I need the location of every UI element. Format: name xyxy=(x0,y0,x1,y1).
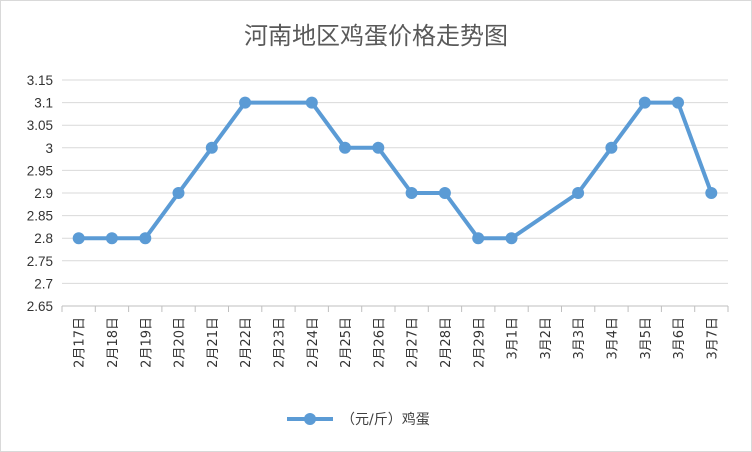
data-point xyxy=(105,232,118,245)
y-tick-label: 3 xyxy=(45,141,53,156)
data-point xyxy=(372,141,385,154)
y-axis: 2.65 2.7 2.75 2.8 2.85 2.9 2.95 3 3.05 3.1 3.15 xyxy=(27,73,53,314)
data-point xyxy=(572,187,585,199)
x-tick-label: 2月27日 xyxy=(406,317,421,368)
data-point xyxy=(172,187,185,199)
x-tick-label: 2月24日 xyxy=(306,317,321,368)
x-tick-label: 3月7日 xyxy=(705,317,720,360)
chart-title: 河南地区鸡蛋价格走势图 xyxy=(244,22,508,50)
x-tick-label: 3月5日 xyxy=(639,317,654,360)
y-tick-label: 2.9 xyxy=(34,186,53,201)
data-point xyxy=(672,96,684,109)
x-tick-label: 2月17日 xyxy=(73,317,88,368)
data-point xyxy=(72,232,85,245)
data-point xyxy=(605,141,618,154)
series-layer xyxy=(72,96,718,245)
y-tick-label: 2.85 xyxy=(27,209,53,224)
data-point xyxy=(139,232,152,245)
x-tick-label: 3月6日 xyxy=(672,317,687,360)
legend-dot-marker xyxy=(304,413,316,425)
x-tick-label: 3月3日 xyxy=(572,317,587,360)
data-point xyxy=(705,187,718,199)
x-tick-label: 2月25日 xyxy=(339,317,354,368)
legend-label: （元/斤）鸡蛋 xyxy=(341,411,430,428)
data-point xyxy=(305,96,318,109)
legend: （元/斤）鸡蛋 xyxy=(287,411,430,428)
x-tick-label: 2月23日 xyxy=(272,317,287,368)
y-tick-label: 2.75 xyxy=(27,254,53,269)
x-tick-label: 2月22日 xyxy=(239,317,254,368)
data-point xyxy=(239,96,252,109)
data-point xyxy=(339,141,351,154)
x-tick-label: 2月21日 xyxy=(206,317,221,368)
y-tick-label: 2.8 xyxy=(34,231,53,246)
x-tick-label: 2月26日 xyxy=(372,317,387,368)
x-tick-label: 2月28日 xyxy=(439,317,454,368)
x-tick-label: 2月29日 xyxy=(472,317,487,368)
data-point xyxy=(638,96,651,109)
x-tick-label: 3月4日 xyxy=(605,317,620,360)
y-tick-label: 3.05 xyxy=(27,118,53,133)
data-point xyxy=(505,232,518,245)
series-line xyxy=(78,100,714,241)
data-point xyxy=(438,187,451,199)
data-point xyxy=(205,141,218,154)
data-point xyxy=(472,232,485,245)
y-tick-label: 3.15 xyxy=(27,73,53,88)
x-tick-label: 2月20日 xyxy=(173,317,188,368)
x-tick-label: 2月18日 xyxy=(106,317,121,368)
x-tick-label: 3月1日 xyxy=(506,317,521,360)
data-point xyxy=(405,187,418,199)
x-axis: 2月17日 2月18日 2月19日 2月20日 2月21日 2月22日 2月23日 2月24日… xyxy=(61,305,729,368)
x-tick-label: 2月19日 xyxy=(139,317,154,368)
y-tick-label: 2.95 xyxy=(27,163,53,178)
y-tick-label: 3.1 xyxy=(34,96,53,111)
y-tick-label: 2.7 xyxy=(34,276,53,291)
x-tick-label: 3月2日 xyxy=(539,317,554,360)
y-tick-label: 2.65 xyxy=(27,299,53,314)
gridlines xyxy=(62,79,728,307)
